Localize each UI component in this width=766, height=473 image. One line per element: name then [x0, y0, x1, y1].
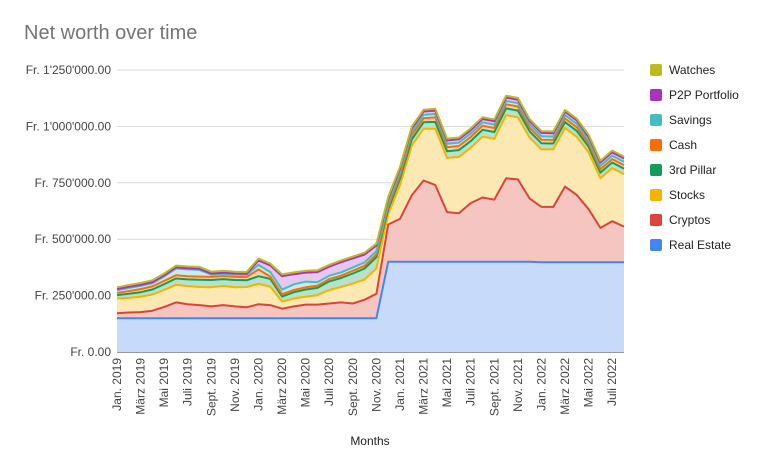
- legend-swatch: [650, 139, 662, 151]
- legend-label: Savings: [669, 113, 712, 127]
- legend-label: Cash: [669, 138, 698, 152]
- x-tick-label: Nov. 2020: [369, 358, 383, 412]
- x-tick-label: Nov. 2019: [228, 358, 242, 412]
- line-savings: [116, 99, 625, 292]
- legend-label: Watches: [669, 63, 716, 77]
- legend-label: Stocks: [669, 188, 706, 202]
- line-stocks: [116, 114, 625, 303]
- area-real-estate: [117, 261, 624, 352]
- area-p2p-portfolio: [117, 97, 624, 291]
- x-tick-label: Jan. 2021: [393, 358, 407, 411]
- chart-title: Net worth over time: [24, 22, 198, 44]
- x-tick-label: Juli 2022: [605, 358, 619, 406]
- y-tick-label: Fr. 500'000.00: [35, 232, 112, 246]
- x-tick-label: Juli 2019: [181, 358, 195, 406]
- legend-swatch: [650, 189, 662, 201]
- line-3rd-pillar: [116, 107, 625, 298]
- x-tick-label: März 2021: [417, 358, 431, 415]
- legend-label: P2P Portfolio: [669, 88, 739, 102]
- legend-swatch: [650, 89, 662, 101]
- legend-label: Cryptos: [669, 213, 711, 227]
- x-tick-label: Jan. 2019: [110, 358, 124, 411]
- legend-swatch: [650, 64, 662, 76]
- x-tick-label: Sept. 2019: [204, 358, 218, 416]
- line-watches: [116, 94, 625, 289]
- line-cash: [116, 103, 625, 296]
- x-tick-label: Mai 2020: [299, 358, 313, 408]
- x-tick-label: Jan. 2022: [535, 358, 549, 411]
- x-tick-label: Juli 2021: [464, 358, 478, 406]
- y-tick-label: Fr. 250'000.00: [35, 289, 112, 303]
- line-cryptos: [116, 177, 625, 315]
- line-p2p-portfolio: [116, 96, 625, 291]
- x-tick-label: Nov. 2021: [511, 358, 525, 412]
- x-tick-label: Mai 2019: [157, 358, 171, 408]
- x-tick-label: März 2022: [558, 358, 572, 415]
- legend-swatch: [650, 164, 662, 176]
- y-tick-label: Fr. 0.00: [70, 345, 111, 359]
- x-tick-label: Mai 2022: [582, 358, 596, 408]
- y-tick-label: Fr. 1'000'000.00: [26, 119, 112, 133]
- y-tick-label: Fr. 750'000.00: [35, 176, 112, 190]
- x-axis-title: Months: [350, 434, 390, 448]
- legend-swatch: [650, 214, 662, 226]
- line-real-estate: [117, 260, 624, 320]
- x-tick-label: März 2020: [275, 358, 289, 415]
- y-tick-label: Fr. 1'250'000.00: [26, 63, 112, 77]
- x-tick-label: Mai 2021: [440, 358, 454, 408]
- x-tick-label: Jan. 2020: [252, 358, 266, 411]
- x-tick-label: Sept. 2020: [346, 358, 360, 416]
- area-stocks: [117, 115, 624, 314]
- legend-swatch: [650, 239, 662, 251]
- x-tick-label: Juli 2020: [322, 358, 336, 406]
- x-tick-label: März 2019: [134, 358, 148, 415]
- x-tick-label: Sept. 2021: [487, 358, 501, 416]
- axis-layer: Fr. 0.00 Fr. 250'000.00 Fr. 500'000.00 Fr. …: [26, 63, 620, 416]
- legend-label: Real Estate: [669, 238, 732, 252]
- legend-swatch: [650, 114, 662, 126]
- area-layer: [117, 95, 624, 352]
- area-cryptos: [117, 178, 624, 319]
- legend-label: 3rd Pillar: [669, 163, 717, 177]
- line-layer: [116, 94, 625, 320]
